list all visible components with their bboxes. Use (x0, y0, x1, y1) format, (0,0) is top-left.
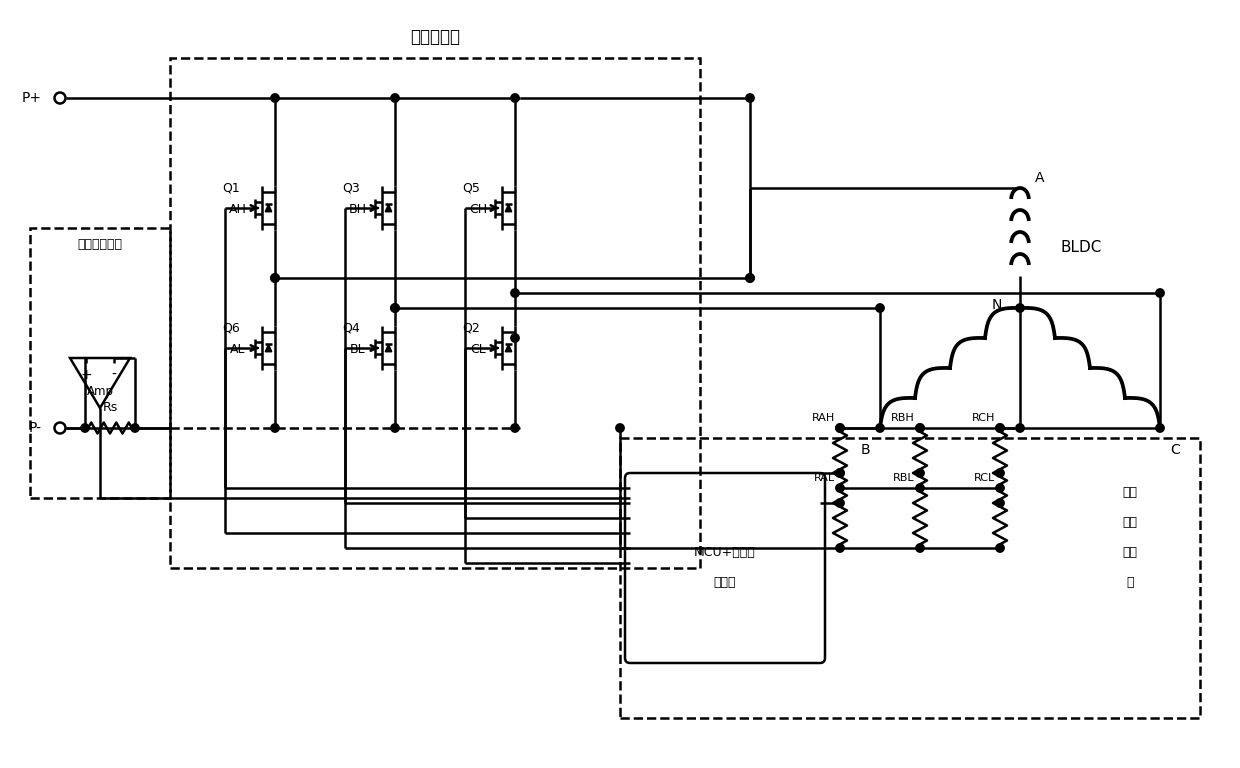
Bar (170, 58, 701, 568)
Text: RCL: RCL (973, 473, 994, 483)
Text: Rs: Rs (103, 401, 118, 414)
Circle shape (511, 424, 520, 432)
Text: AH: AH (229, 203, 247, 216)
Circle shape (996, 468, 1004, 477)
Circle shape (996, 544, 1004, 552)
Bar (620, 438, 1200, 718)
Circle shape (270, 94, 279, 102)
Circle shape (745, 94, 754, 102)
Circle shape (916, 484, 924, 492)
Circle shape (996, 424, 1004, 432)
Circle shape (1016, 304, 1024, 313)
Text: -: - (112, 368, 117, 382)
Text: A: A (1035, 171, 1044, 185)
Text: Q3: Q3 (342, 181, 360, 194)
Circle shape (270, 274, 279, 282)
Circle shape (1156, 289, 1164, 297)
Circle shape (1156, 424, 1164, 432)
Circle shape (745, 274, 754, 282)
Text: MCU+功率驱: MCU+功率驱 (694, 547, 756, 560)
Text: BL: BL (350, 343, 366, 356)
Text: CL: CL (470, 343, 486, 356)
Circle shape (996, 484, 1004, 492)
Text: 势采: 势采 (1122, 517, 1137, 529)
Text: BLDC: BLDC (1060, 240, 1101, 256)
Circle shape (1016, 424, 1024, 432)
Text: Q6: Q6 (222, 322, 239, 335)
Circle shape (916, 468, 924, 477)
Bar (30, 228, 170, 498)
Text: +: + (81, 368, 92, 382)
Circle shape (391, 304, 399, 313)
Text: Q5: Q5 (463, 181, 480, 194)
Text: 电流采样模块: 电流采样模块 (77, 238, 123, 251)
Circle shape (391, 304, 399, 313)
Circle shape (130, 424, 139, 432)
Polygon shape (265, 204, 272, 212)
Text: B: B (861, 443, 869, 457)
Circle shape (81, 424, 89, 432)
Text: RBH: RBH (892, 413, 915, 423)
Circle shape (745, 274, 754, 282)
Text: C: C (1171, 443, 1180, 457)
Text: 动模块: 动模块 (714, 577, 737, 590)
Text: CH: CH (469, 203, 487, 216)
Circle shape (836, 468, 844, 477)
Circle shape (511, 334, 520, 343)
Polygon shape (505, 204, 512, 212)
Circle shape (875, 304, 884, 313)
Text: 反电: 反电 (1122, 486, 1137, 499)
Circle shape (875, 424, 884, 432)
Circle shape (996, 498, 1004, 507)
Text: Q2: Q2 (463, 322, 480, 335)
Circle shape (836, 498, 844, 507)
Circle shape (511, 94, 520, 102)
Circle shape (916, 544, 924, 552)
Text: RAL: RAL (813, 473, 835, 483)
Polygon shape (265, 344, 272, 352)
Text: P-: P- (29, 421, 42, 435)
Text: N: N (992, 298, 1002, 312)
Text: AL: AL (231, 343, 246, 356)
Text: Q4: Q4 (342, 322, 360, 335)
Text: P+: P+ (22, 91, 42, 105)
Text: RBL: RBL (893, 473, 915, 483)
Circle shape (270, 274, 279, 282)
Text: BH: BH (348, 203, 367, 216)
Polygon shape (386, 344, 392, 352)
Circle shape (270, 424, 279, 432)
Circle shape (391, 424, 399, 432)
Circle shape (836, 424, 844, 432)
Text: 块: 块 (1126, 577, 1133, 590)
Circle shape (836, 544, 844, 552)
Circle shape (616, 424, 624, 432)
Circle shape (836, 468, 844, 477)
Circle shape (916, 424, 924, 432)
Text: RAH: RAH (812, 413, 835, 423)
Circle shape (836, 424, 844, 432)
Circle shape (916, 424, 924, 432)
Text: Amp: Amp (87, 385, 114, 398)
Circle shape (391, 94, 399, 102)
Text: Q1: Q1 (222, 181, 239, 194)
Circle shape (511, 289, 520, 297)
Circle shape (836, 484, 844, 492)
Text: 三相逆变桥: 三相逆变桥 (410, 28, 460, 46)
Circle shape (996, 424, 1004, 432)
Polygon shape (386, 204, 392, 212)
Polygon shape (505, 344, 512, 352)
Text: 集模: 集模 (1122, 547, 1137, 560)
Text: RCH: RCH (972, 413, 994, 423)
